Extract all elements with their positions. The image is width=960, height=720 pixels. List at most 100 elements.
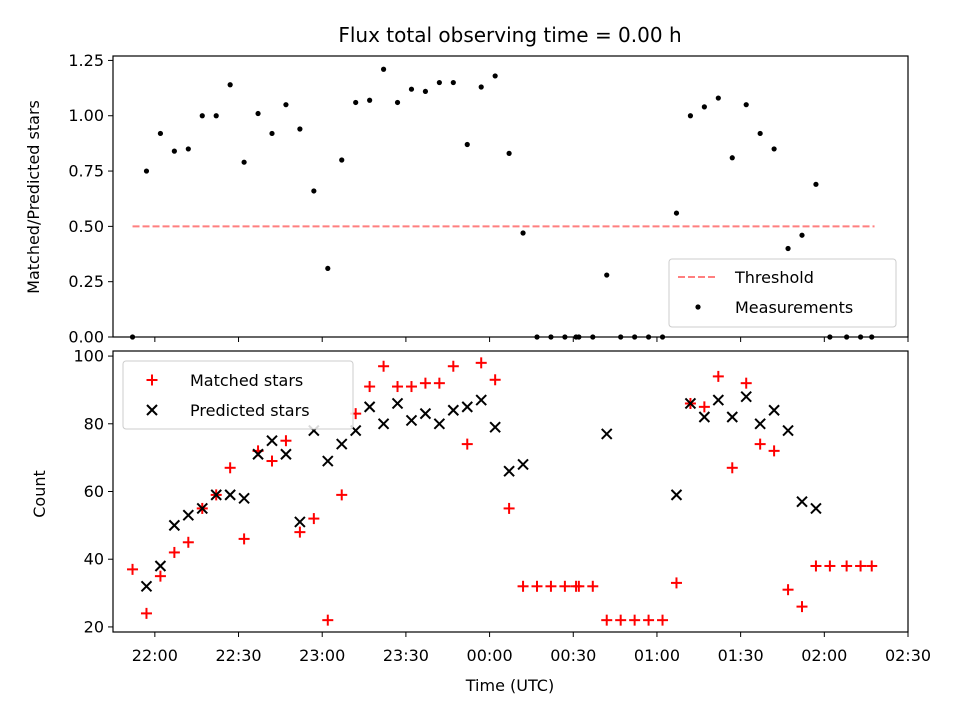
cross-b-stroke [768,404,780,416]
matched-star-point [643,614,655,626]
predicted-star-point [140,580,153,593]
bottom-panel: Count Time (UTC) 20 40 60 80 100 22:00 22:30 23… [30,347,931,695]
cross-b-stroke [405,414,418,427]
measurement-point [813,181,819,187]
x-tick-label: 01:00 [634,646,680,665]
matched-star-point [796,601,808,613]
legend-predicted-label: Predicted stars [190,401,310,420]
predicted-star-point [363,401,376,413]
matched-star-point [615,614,627,626]
top-y-tick-label: 0.50 [68,217,104,236]
predicted-star-point [252,448,264,460]
predicted-star-point [796,495,808,508]
cross-b-stroke [238,492,250,504]
measurement-point [199,113,205,119]
measurement-point [353,99,359,106]
predicted-star-point [294,516,306,528]
measurement-point [339,157,345,163]
matched-star-point [266,455,278,467]
cross-b-stroke [796,495,808,508]
x-tick-label: 00:30 [550,646,596,665]
predicted-star-point [698,411,711,423]
measurement-point [241,159,247,165]
measurement-point [673,210,680,216]
predicted-star-point [712,394,725,406]
measurement-point [171,148,177,154]
cross-b-stroke [266,435,278,447]
predicted-star-point [503,465,515,477]
matched-star-point [154,570,166,582]
measurement-point [185,146,191,152]
cross-b-stroke [377,418,390,430]
predicted-star-point [670,489,683,501]
predicted-star-point [154,560,167,572]
measurement-point [771,146,777,152]
predicted-star-point [489,421,501,433]
matched-star-point [810,560,822,572]
cross-b-stroke [503,465,515,477]
predicted-star-point [601,428,613,440]
matched-star-point [587,580,599,592]
top-y-tick-label: 1.00 [68,106,104,125]
matched-star-point [294,526,306,538]
predicted-star-point [754,418,766,430]
cross-b-stroke [461,401,473,413]
measurement-point [785,245,791,252]
top-panel: Flux total observing time = 0.00 h Match… [24,23,909,347]
measurement-point [450,79,456,86]
measurement-point [325,265,331,272]
top-y-tick-label: 0.00 [68,328,104,347]
predicted-star-point [517,458,529,471]
matched-star-point [503,502,515,514]
cross-b-stroke [322,455,334,467]
cross-b-stroke [140,580,153,593]
measurement-point [367,97,373,103]
cross-b-stroke [433,418,446,430]
measurement-point [269,130,275,137]
measurement-point [687,113,694,119]
matched-star-point [127,563,139,575]
measurement-point [143,168,150,174]
measurement-point [255,110,261,117]
predicted-star-point [447,404,460,416]
predicted-star-point [419,407,432,420]
measurement-point [799,232,805,238]
predicted-star-point [196,502,208,515]
predicted-star-point [280,448,292,460]
matched-star-point [841,560,853,572]
matched-star-point [855,560,867,572]
bottom-legend-box [122,360,354,430]
cross-b-stroke [419,407,432,420]
measurement-point [520,230,526,236]
matched-star-point [447,360,459,372]
matched-star-point [866,560,878,572]
measurement-point [297,126,303,132]
cross-b-stroke [670,489,683,501]
measurement-point [213,113,219,119]
cross-b-stroke [698,411,711,423]
matched-star-point [657,614,669,626]
predicted-star-point [475,394,487,406]
predicted-star-point [322,455,334,467]
predicted-star-point [266,435,278,447]
cross-b-stroke [391,397,404,410]
legend-measurements-swatch [695,304,701,310]
cross-b-stroke [224,489,236,501]
x-tick-label: 23:30 [383,646,429,665]
predicted-star-point [182,509,195,521]
matched-star-point [238,533,250,545]
matched-star-point [698,401,710,413]
top-y-tick-label: 0.75 [68,162,104,181]
measurement-point [506,150,512,156]
matched-star-point [475,357,487,369]
cross-b-stroke [726,411,738,423]
matched-star-point [168,546,180,558]
matched-star-point [419,377,431,389]
measurement-point [408,86,415,92]
cross-b-stroke [336,438,348,450]
predicted-star-point [726,411,738,423]
bottom-y-tick-label: 40 [84,550,104,569]
cross-b-stroke [168,519,181,532]
cross-b-stroke [196,502,208,515]
